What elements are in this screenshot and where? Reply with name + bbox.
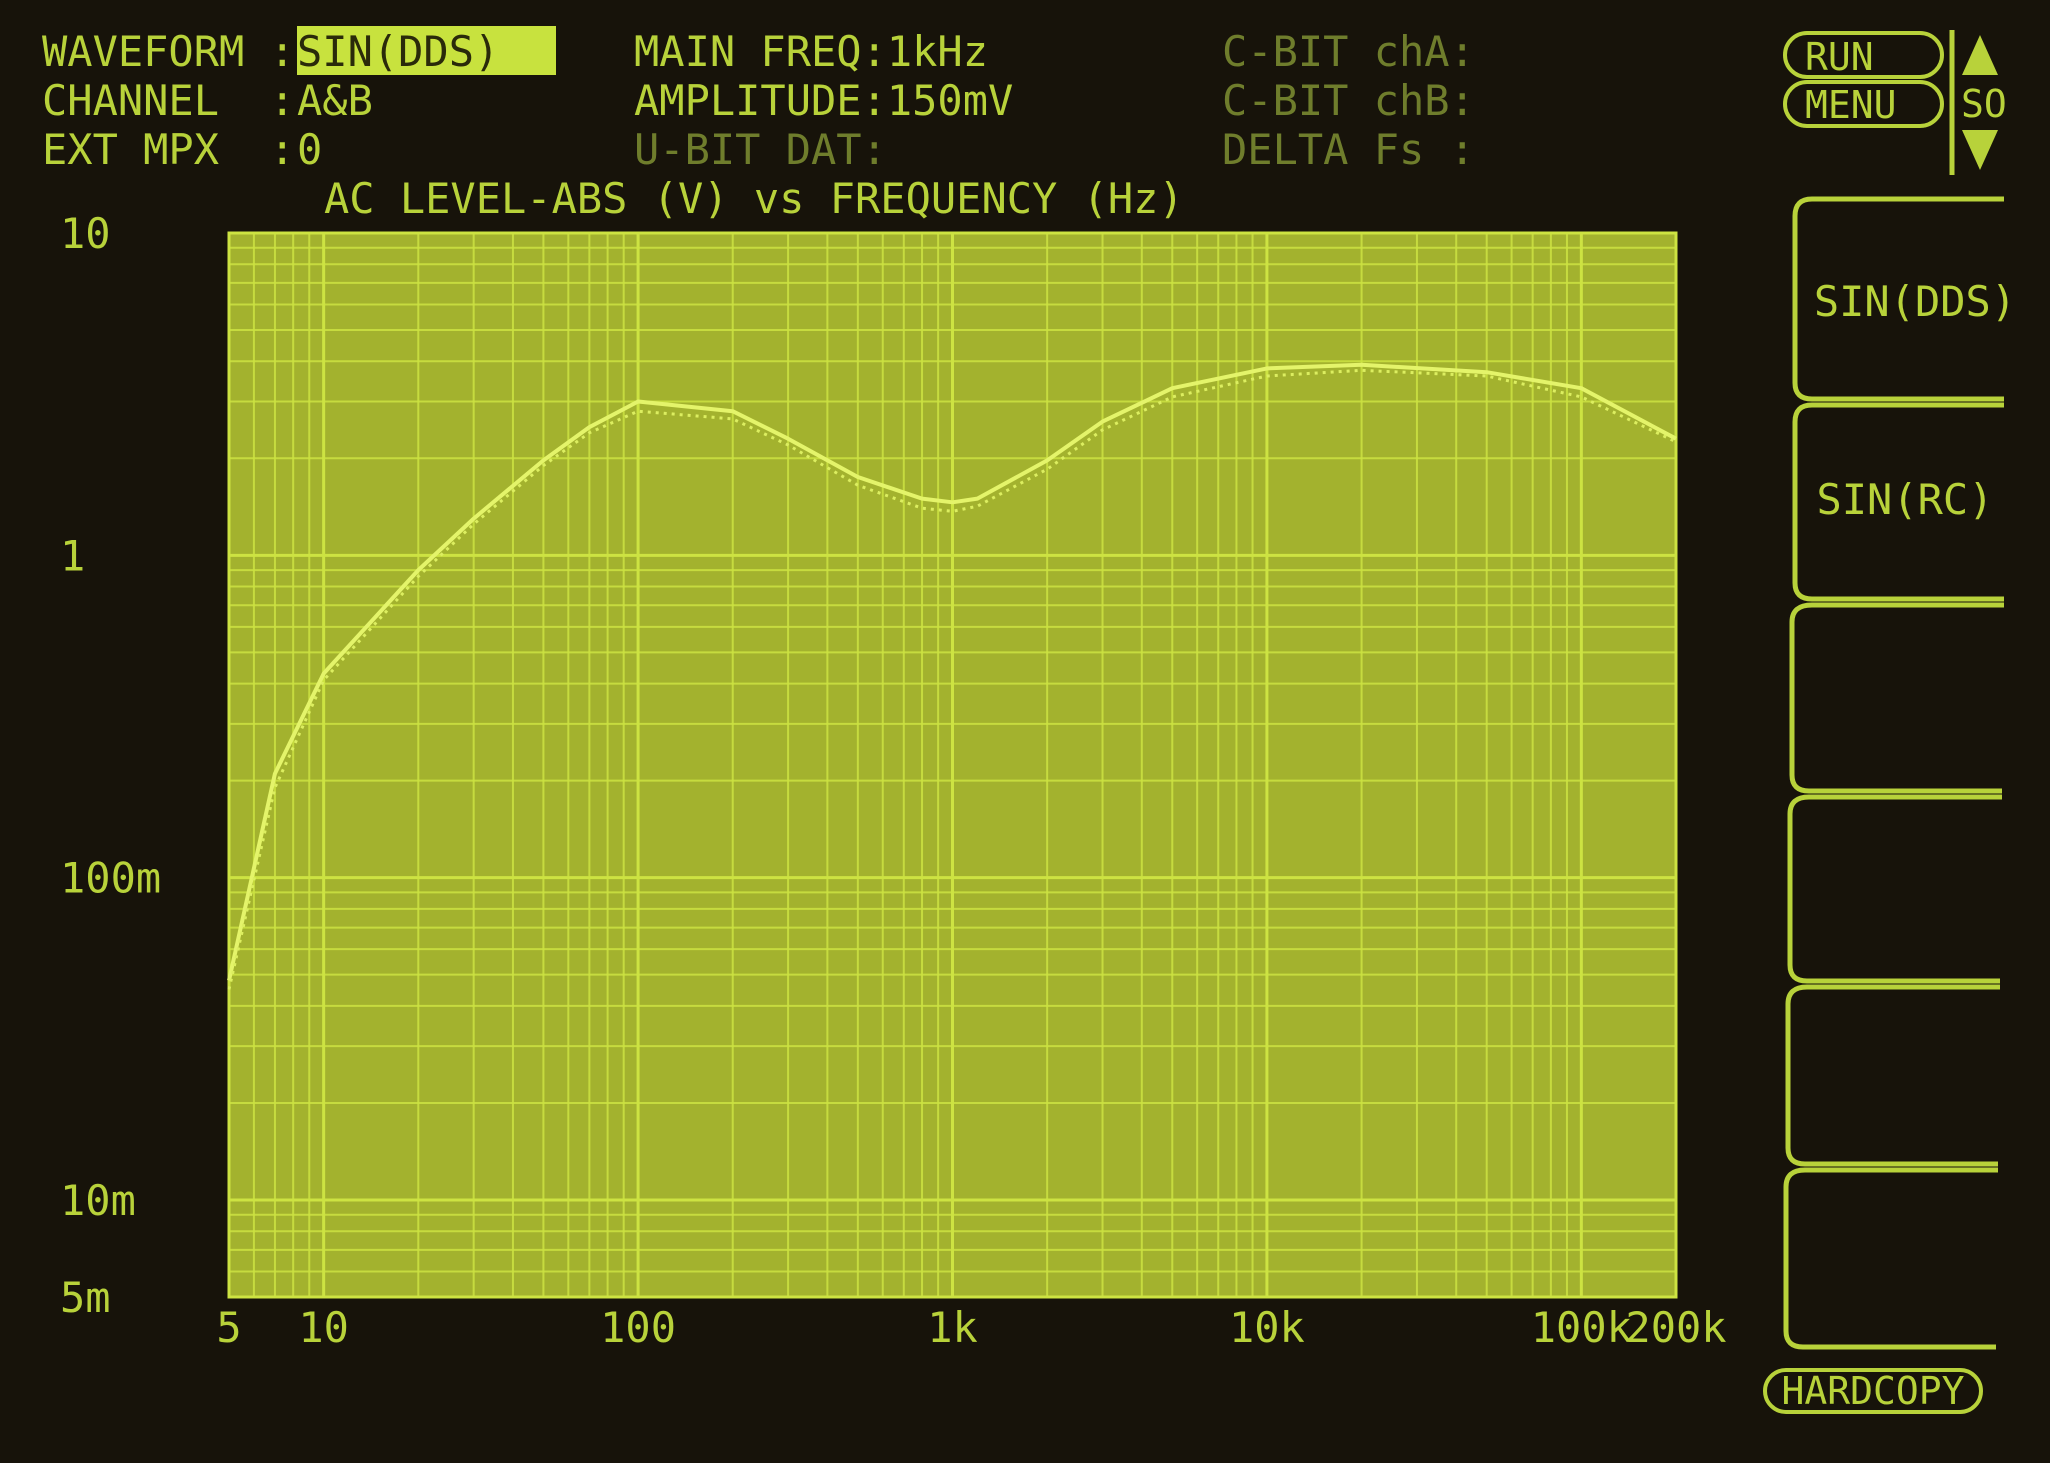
chart-title: AC LEVEL-ABS (V) vs FREQUENCY (Hz) <box>324 174 1184 223</box>
softkey-frame[interactable] <box>1792 196 2004 402</box>
softkey-frames <box>1783 196 2004 1350</box>
y-tick-label: 100m <box>60 854 161 903</box>
status-label: EXT MPX : <box>42 125 295 174</box>
plot-border <box>227 231 1678 1299</box>
scroll-down-arrow[interactable] <box>1962 130 1998 170</box>
x-tick-label: 100 <box>600 1303 676 1352</box>
status-value: A&B <box>297 76 373 125</box>
x-tick-label: 1k <box>927 1303 978 1352</box>
x-tick-label: 10 <box>298 1303 349 1352</box>
status-label: CHANNEL : <box>42 76 295 125</box>
cbit-text: C-BIT chA: <box>1222 27 1475 76</box>
hardcopy-button[interactable] <box>1763 1368 1983 1414</box>
softkey-frame[interactable] <box>1789 602 2004 794</box>
scroll-label: SO <box>1961 82 2007 126</box>
x-tick-label: 100k <box>1531 1303 1632 1352</box>
x-tick-label: 5 <box>216 1303 241 1352</box>
status-value: 0 <box>297 125 322 174</box>
status-value[interactable]: SIN(DDS) <box>297 27 499 76</box>
info-text: U-BIT DAT: <box>634 125 887 174</box>
status-label: WAVEFORM : <box>42 27 295 76</box>
cbit-text: C-BIT chB: <box>1222 76 1475 125</box>
x-tick-label: 200k <box>1625 1303 1726 1352</box>
run-button[interactable] <box>1783 31 1944 79</box>
softkey-label[interactable]: SIN(DDS) <box>1814 277 2016 326</box>
softkey-frame[interactable] <box>1785 984 2000 1167</box>
softkey-frame[interactable] <box>1787 794 2002 984</box>
y-tick-label: 10 <box>60 209 111 258</box>
selection-highlight <box>297 26 556 75</box>
softkey-frame[interactable] <box>1792 402 2004 602</box>
softkey-frame[interactable] <box>1783 1167 1998 1350</box>
menu-label: MENU <box>1805 83 1897 127</box>
cbit-text: DELTA Fs : <box>1222 125 1475 174</box>
y-tick-label: 5m <box>60 1273 111 1322</box>
info-text: AMPLITUDE:150mV <box>634 76 1013 125</box>
softkey-label[interactable]: SIN(RC) <box>1816 475 1993 524</box>
info-text: MAIN FREQ:1kHz <box>634 27 988 76</box>
hardcopy-label: HARDCOPY <box>1781 1369 1964 1413</box>
series-line <box>227 362 1677 981</box>
y-tick-label: 10m <box>60 1176 136 1225</box>
x-tick-label: 10k <box>1229 1303 1305 1352</box>
scroll-up-arrow[interactable] <box>1962 35 1998 75</box>
run-label: RUN <box>1805 35 1874 79</box>
y-tick-label: 1 <box>60 531 85 580</box>
menu-button[interactable] <box>1783 80 1944 128</box>
